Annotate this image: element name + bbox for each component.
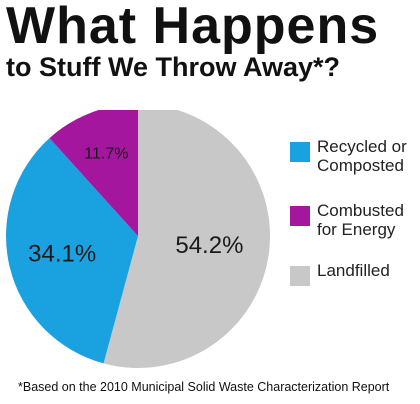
legend-label-landfilled: Landfilled (317, 261, 390, 280)
data-label-combusted: 11.7% (84, 145, 128, 162)
legend-swatch-landfilled (290, 266, 310, 286)
legend-item-combusted: Combusted for Energy (290, 201, 417, 239)
footnote: *Based on the 2010 Municipal Solid Waste… (18, 380, 390, 394)
legend-item-landfilled: Landfilled (290, 261, 417, 286)
legend-label-combusted: Combusted for Energy (317, 201, 404, 239)
data-label-recycled: 34.1% (28, 241, 96, 268)
legend-item-recycled: Recycled or Composted (290, 137, 417, 175)
slice-combusted (49, 110, 138, 236)
legend-swatch-combusted (290, 206, 310, 226)
data-label-landfilled: 54.2% (175, 232, 243, 259)
slice-recycled (6, 138, 139, 364)
chart-title: What Happens (6, 0, 380, 55)
legend-swatch-recycled (290, 142, 310, 162)
chart-subtitle: to Stuff We Throw Away*? (6, 52, 341, 82)
pie-chart: 54.2% 34.1% 11.7% (6, 110, 270, 368)
slice-landfilled (103, 110, 270, 368)
legend-label-recycled: Recycled or Composted (317, 137, 407, 175)
